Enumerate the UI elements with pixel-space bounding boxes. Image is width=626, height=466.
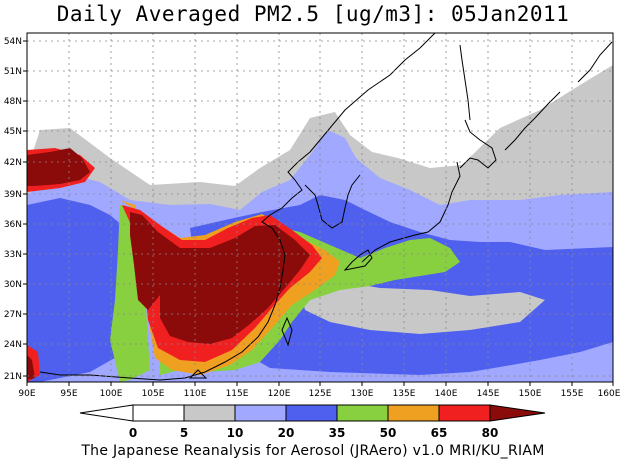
coastline-kamchatka xyxy=(577,41,613,83)
colorbar-bin xyxy=(336,404,389,422)
field-gray-inner xyxy=(300,282,545,334)
lon-tick-label: 110E xyxy=(184,389,207,399)
colorbar-label: 20 xyxy=(278,426,295,440)
coastline-sakhalin xyxy=(459,44,471,121)
colorbar-bin xyxy=(132,404,185,422)
map-title: Daily Averaged PM2.5 [ug/m3]: 05Jan2011 xyxy=(56,2,570,26)
coastline-japan-honshu xyxy=(361,161,461,263)
colorbar-bin xyxy=(183,404,236,422)
field-darkred xyxy=(27,148,310,380)
coastline-japan-hokkaido xyxy=(459,119,497,169)
colorbar-label: 0 xyxy=(129,426,137,440)
lat-tick-label: 51N xyxy=(4,67,22,77)
coastline-japan-kyushu xyxy=(343,249,373,271)
coastlines xyxy=(39,33,613,381)
lon-tick-label: 125E xyxy=(309,389,332,399)
lon-tick-label: 150E xyxy=(519,389,542,399)
footer-credit: The Japanese Reanalysis for Aerosol (JRA… xyxy=(81,443,545,459)
lon-tick-label: 145E xyxy=(477,389,500,399)
lat-tick-label: 33N xyxy=(4,250,22,260)
colorbar-bin xyxy=(438,404,491,422)
colorbar-arrow-high xyxy=(489,404,546,422)
coastline-hainan xyxy=(188,369,208,379)
colorbar-label: 35 xyxy=(329,426,346,440)
lat-tick-label: 27N xyxy=(4,310,22,320)
lat-tick-labels: 21N 24N 27N 30N 33N 36N 39N 42N 45N 48N … xyxy=(4,37,22,382)
colorbar-label: 10 xyxy=(227,426,244,440)
lat-tick-label: 45N xyxy=(4,127,22,137)
grid xyxy=(27,33,613,382)
lon-tick-label: 160E xyxy=(598,389,621,399)
lon-tick-label: 90E xyxy=(18,389,35,399)
lat-tick-label: 24N xyxy=(4,340,22,350)
lat-tick-label: 21N xyxy=(4,372,22,382)
colorbar-labels: 0 5 10 20 35 50 65 80 xyxy=(129,426,499,440)
colorbar-label: 50 xyxy=(380,426,397,440)
colorbar-label: 65 xyxy=(431,426,448,440)
lon-tick-labels: 90E 95E 100E 105E 110E 115E 120E 125E 13… xyxy=(18,389,620,399)
lat-tick-label: 54N xyxy=(4,37,22,47)
coastline-korea xyxy=(304,174,361,229)
lon-tick-label: 155E xyxy=(561,389,584,399)
coastline-russia xyxy=(329,33,436,129)
lon-tick-label: 130E xyxy=(351,389,374,399)
colorbar-bin xyxy=(387,404,440,422)
colorbar-arrow-low xyxy=(79,404,134,422)
colorbar-label: 5 xyxy=(180,426,188,440)
lon-tick-label: 105E xyxy=(142,389,165,399)
lon-tick-label: 140E xyxy=(435,389,458,399)
lat-tick-label: 48N xyxy=(4,97,22,107)
lat-tick-label: 42N xyxy=(4,158,22,168)
lon-tick-label: 95E xyxy=(60,389,77,399)
lon-tick-label: 115E xyxy=(226,389,249,399)
tick-marks xyxy=(23,40,614,386)
lon-tick-label: 100E xyxy=(100,389,123,399)
lat-tick-label: 39N xyxy=(4,190,22,200)
lon-tick-label: 120E xyxy=(268,389,291,399)
lat-tick-label: 36N xyxy=(4,220,22,230)
coastline-china xyxy=(39,127,331,381)
colorbar-bin xyxy=(234,404,287,422)
colorbar-bin xyxy=(285,404,338,422)
colorbar-label: 80 xyxy=(482,426,499,440)
lon-tick-label: 135E xyxy=(393,389,416,399)
lat-tick-label: 30N xyxy=(4,280,22,290)
colorbar xyxy=(79,404,546,422)
coastline-taiwan xyxy=(281,316,293,347)
